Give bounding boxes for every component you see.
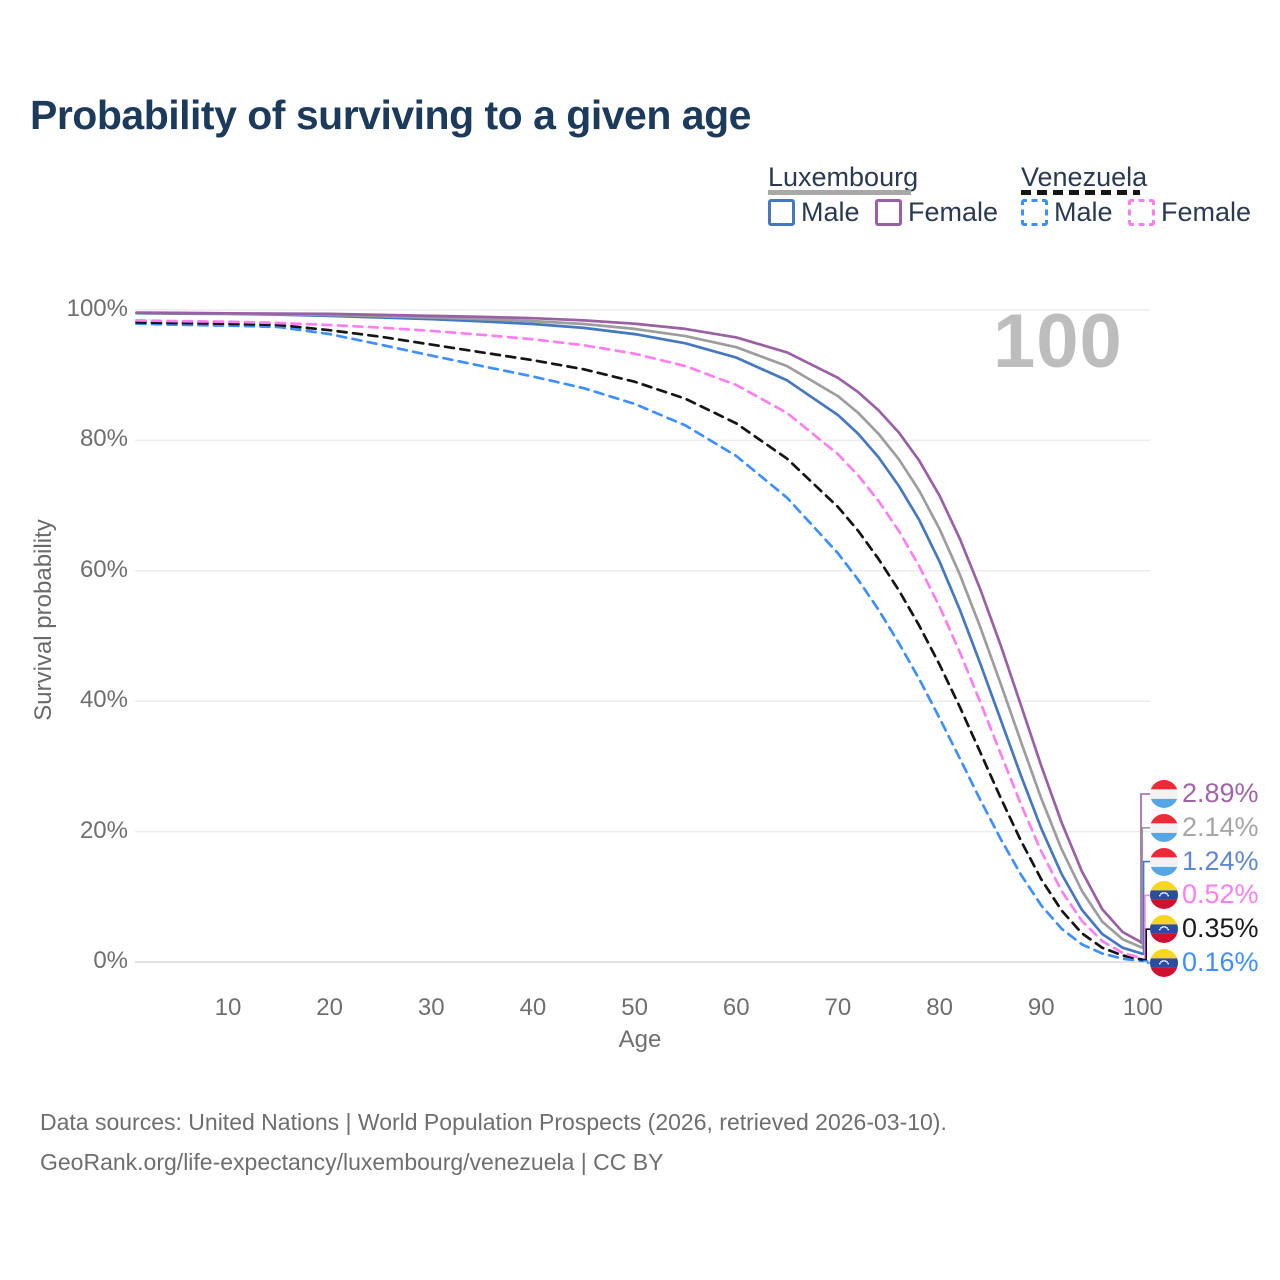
end-label-connector-venezuela-both-sexes: [1143, 928, 1150, 961]
legend-item-label: Female: [908, 197, 999, 227]
end-label-connector-luxembourg-male: [1142, 860, 1150, 955]
end-value-venezuela-male: 0.16%: [1182, 947, 1259, 977]
curve-luxembourg-both-sexes: [135, 311, 1145, 950]
venezuela-female-swatch-icon[interactable]: [1128, 199, 1155, 226]
x-tick-90: 90: [1027, 994, 1055, 1021]
legend-item-luxembourg-male[interactable]: Male: [768, 197, 860, 227]
x-tick-10: 10: [214, 994, 242, 1021]
x-tick-80: 80: [926, 994, 953, 1021]
curve-luxembourg-female: [135, 311, 1145, 945]
x-tick-30: 30: [417, 994, 445, 1021]
x-tick-100: 100: [1122, 994, 1163, 1021]
y-tick-100%: 100%: [66, 295, 128, 322]
legend-item-label: Male: [801, 197, 860, 227]
luxembourg-flag-icon: [1150, 847, 1178, 876]
curve-venezuela-both-sexes: [135, 321, 1145, 962]
end-label-connector-venezuela-male: [1143, 960, 1150, 964]
legend-item-luxembourg-female[interactable]: Female: [875, 197, 999, 227]
x-tick-50: 50: [621, 994, 648, 1021]
end-value-venezuela-both-sexes: 0.35%: [1182, 913, 1259, 944]
legend-item-label: Male: [1054, 197, 1113, 227]
venezuela-flag-icon: [1150, 949, 1178, 977]
y-tick-60%: 60%: [79, 555, 128, 583]
legend-underline-venezuela-dashed: [1021, 190, 1140, 195]
end-value-luxembourg-female: 2.89%: [1182, 778, 1259, 808]
y-tick-0%: 0%: [93, 947, 128, 974]
legend-item-label: Female: [1161, 197, 1252, 227]
age-watermark: 100: [993, 299, 1123, 384]
legend-country-venezuela: Venezuela: [1021, 162, 1148, 192]
x-axis-title: Age: [618, 1026, 662, 1053]
y-tick-40%: 40%: [79, 686, 128, 714]
luxembourg-flag-icon: [1150, 780, 1178, 808]
end-label-connector-luxembourg-both-sexes: [1141, 827, 1150, 949]
end-label-connector-venezuela-female: [1143, 894, 1150, 960]
venezuela-flag-icon: [1150, 915, 1178, 944]
page-title: Probability of surviving to a given age: [30, 92, 751, 138]
y-axis-title: Survival probability: [30, 519, 57, 721]
legend-item-venezuela-male[interactable]: Male: [1021, 197, 1113, 227]
x-tick-70: 70: [824, 994, 852, 1021]
y-tick-80%: 80%: [79, 425, 128, 453]
luxembourg-male-swatch-icon[interactable]: [768, 199, 795, 226]
end-value-luxembourg-both-sexes: 2.14%: [1182, 811, 1259, 842]
end-value-venezuela-female: 0.52%: [1182, 879, 1259, 910]
x-tick-60: 60: [722, 994, 750, 1021]
curve-venezuela-male: [135, 322, 1145, 963]
legend-underline-luxembourg-solid: [768, 190, 911, 195]
x-tick-20: 20: [316, 994, 343, 1021]
source-line-1: Data sources: United Nations | World Pop…: [40, 1109, 947, 1135]
curve-luxembourg-male: [135, 311, 1145, 956]
source-line-2: GeoRank.org/life-expectancy/luxembourg/v…: [40, 1149, 664, 1175]
x-tick-40: 40: [519, 994, 547, 1021]
legend-country-luxembourg: Luxembourg: [768, 162, 919, 192]
luxembourg-female-swatch-icon[interactable]: [875, 199, 902, 226]
legend-item-venezuela-female[interactable]: Female: [1128, 197, 1252, 227]
venezuela-male-swatch-icon[interactable]: [1021, 199, 1048, 226]
venezuela-flag-icon: [1150, 881, 1178, 910]
curve-venezuela-female: [135, 319, 1145, 960]
y-tick-20%: 20%: [79, 816, 128, 844]
data-source: Data sources: United Nations | World Pop…: [40, 1102, 947, 1182]
end-value-luxembourg-male: 1.24%: [1182, 845, 1259, 876]
luxembourg-flag-icon: [1150, 813, 1178, 842]
